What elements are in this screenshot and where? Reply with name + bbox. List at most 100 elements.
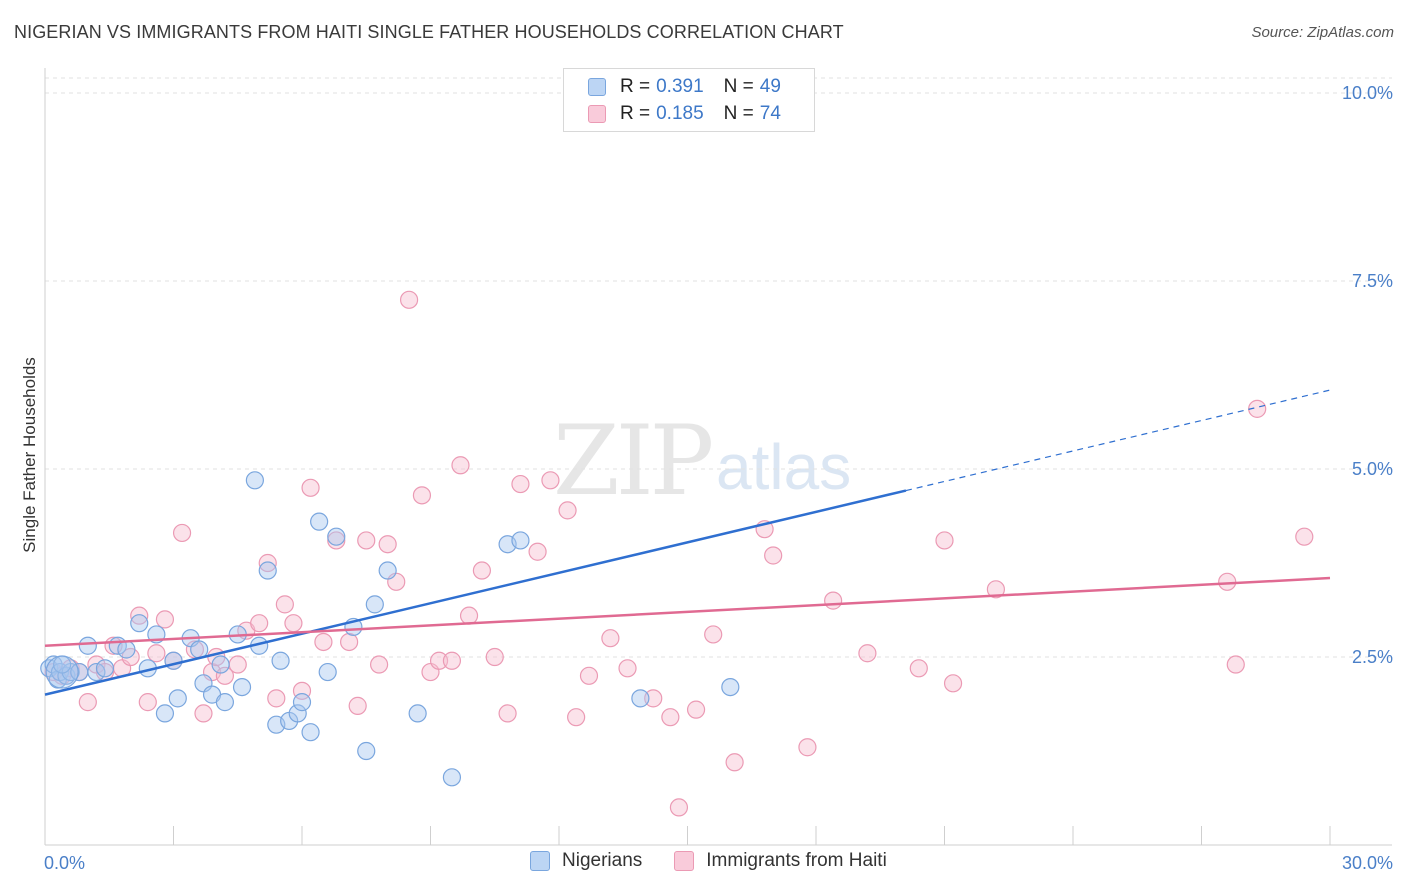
legend-item-haiti[interactable]: Immigrants from Haiti xyxy=(674,850,887,872)
data-point-haiti xyxy=(858,644,877,663)
data-point-haiti xyxy=(130,606,149,625)
r-value: 0.185 xyxy=(656,103,704,124)
y-tick-label: 5.0% xyxy=(1352,459,1393,479)
trend-line-nigerians xyxy=(44,489,907,696)
legend-item-nigerians[interactable]: Nigerians xyxy=(530,850,642,872)
data-point-haiti xyxy=(258,553,277,573)
data-point-haiti xyxy=(442,651,462,670)
y-tick-label: 2.5% xyxy=(1352,647,1393,667)
data-point-haiti xyxy=(498,704,517,723)
data-point-haiti xyxy=(357,531,376,550)
data-point-nigerians xyxy=(288,704,307,723)
data-point-haiti xyxy=(472,561,491,580)
data-point-nigerians xyxy=(168,689,187,708)
r-label: R = xyxy=(620,103,651,124)
axes xyxy=(44,68,1392,846)
data-point-haiti xyxy=(601,629,620,648)
x-tick-label: 30.0% xyxy=(1342,853,1393,873)
data-point-nigerians xyxy=(258,561,277,580)
data-point-nigerians xyxy=(511,531,530,550)
data-point-haiti xyxy=(228,655,247,674)
legend-swatch-pink xyxy=(674,851,695,871)
data-point-haiti xyxy=(618,659,637,678)
data-point-haiti xyxy=(661,708,680,727)
data-point-haiti xyxy=(399,290,419,309)
data-point-haiti xyxy=(250,614,269,633)
data-point-haiti xyxy=(78,693,97,712)
legend-row-haiti: R = 0.185 N = 74 xyxy=(588,102,781,126)
watermark-zip: ZIP xyxy=(553,405,714,517)
data-point-haiti xyxy=(147,644,166,663)
data-point-haiti xyxy=(1226,655,1245,674)
data-point-haiti xyxy=(348,696,367,715)
data-point-nigerians xyxy=(95,659,115,678)
watermark-atlas: atlas xyxy=(716,431,852,503)
data-point-nigerians xyxy=(327,527,346,546)
data-point-nigerians xyxy=(292,693,312,712)
data-point-nigerians xyxy=(155,704,175,723)
legend-swatch-blue xyxy=(588,78,606,96)
data-point-haiti xyxy=(511,474,530,494)
stats-legend: R = 0.391 N = 49 R = 0.185 N = 74 xyxy=(563,68,815,132)
data-point-haiti xyxy=(725,753,744,772)
y-axis-label: Single Father Households xyxy=(20,357,39,553)
data-point-haiti xyxy=(194,704,213,723)
data-point-nigerians xyxy=(318,662,337,682)
data-point-nigerians xyxy=(271,651,290,670)
data-point-haiti xyxy=(704,625,723,644)
data-point-haiti xyxy=(301,478,320,497)
series-legend: Nigerians Immigrants from Haiti xyxy=(530,850,919,872)
data-point-haiti xyxy=(558,501,577,520)
data-point-nigerians xyxy=(378,561,397,580)
data-point-haiti xyxy=(451,456,470,475)
data-point-haiti xyxy=(275,595,294,614)
data-point-haiti xyxy=(764,546,783,565)
data-point-haiti xyxy=(155,610,175,629)
data-point-nigerians xyxy=(631,689,650,708)
data-point-haiti xyxy=(579,666,599,685)
n-value: 74 xyxy=(759,103,781,124)
data-point-haiti xyxy=(284,614,303,633)
legend-row-nigerians: R = 0.391 N = 49 xyxy=(588,75,781,99)
data-point-haiti xyxy=(1295,527,1314,546)
data-point-nigerians xyxy=(310,512,329,531)
trend-line-haiti xyxy=(44,576,1331,647)
data-point-nigerians xyxy=(357,741,376,761)
data-point-haiti xyxy=(267,689,286,708)
grid xyxy=(45,77,1392,658)
data-point-haiti xyxy=(485,647,504,667)
data-point-nigerians xyxy=(211,655,230,674)
data-point-nigerians xyxy=(232,677,252,697)
legend-label: Nigerians xyxy=(562,850,643,871)
legend-label: Immigrants from Haiti xyxy=(706,850,887,871)
data-point-haiti xyxy=(412,486,432,505)
data-point-haiti xyxy=(340,632,359,652)
data-point-haiti xyxy=(909,659,928,678)
data-point-haiti xyxy=(567,708,586,727)
n-label: N = xyxy=(723,103,754,124)
series-haiti xyxy=(44,290,1314,817)
r-label: R = xyxy=(620,76,651,97)
data-point-haiti xyxy=(935,531,954,550)
data-point-cluster xyxy=(45,655,79,689)
data-point-haiti xyxy=(215,666,234,685)
trend-lines xyxy=(44,389,1331,696)
r-value: 0.391 xyxy=(656,76,704,97)
data-point-haiti xyxy=(669,798,689,817)
data-point-haiti xyxy=(686,700,706,719)
data-point-haiti xyxy=(943,674,963,693)
data-point-nigerians xyxy=(301,723,320,742)
x-tick-label: 0.0% xyxy=(44,853,85,873)
data-point-haiti xyxy=(541,471,560,490)
y-tick-label: 7.5% xyxy=(1352,271,1393,291)
data-point-nigerians xyxy=(365,595,384,614)
data-point-haiti xyxy=(986,580,1006,599)
data-point-nigerians xyxy=(215,693,234,712)
source-label: Source: ZipAtlas.com xyxy=(1251,24,1394,41)
legend-swatch-blue xyxy=(530,851,550,871)
data-point-haiti xyxy=(528,542,547,561)
data-point-haiti xyxy=(138,693,157,712)
tick-labels: 2.5% 5.0% 7.5% 10.0% 0.0% 30.0% xyxy=(44,83,1393,873)
data-point-haiti xyxy=(824,591,843,610)
